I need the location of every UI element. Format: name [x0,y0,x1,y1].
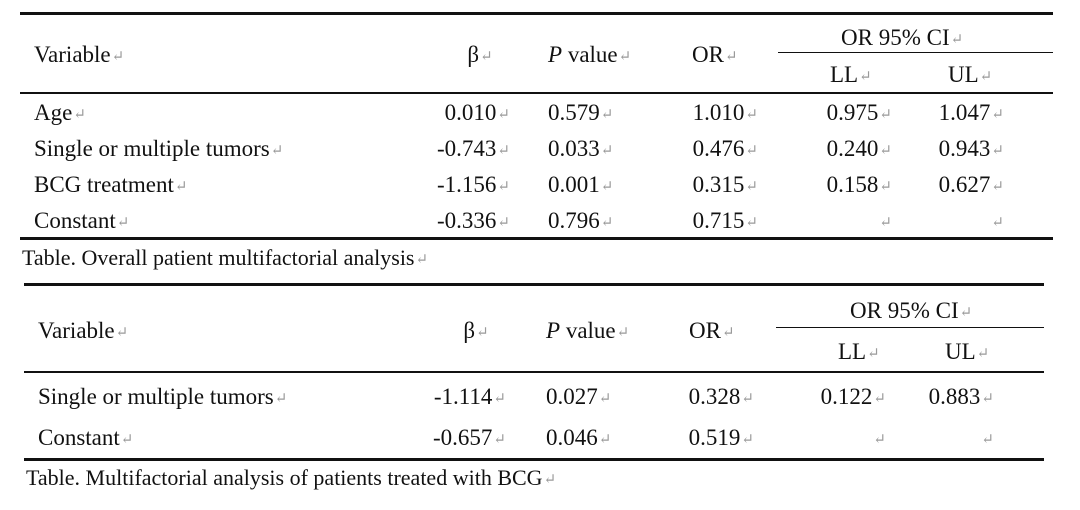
table-top-rule [24,283,1044,286]
table-row-or: 0.715↵ [692,208,758,233]
header-variable: Variable↵ [38,318,129,343]
table-row-variable: Single or multiple tumors↵ [38,384,288,409]
table-row-beta: -0.743↵ [437,136,510,161]
table-row-or: 0.519↵ [688,425,754,450]
header-or: OR↵ [689,318,735,343]
header-ll: LL↵ [830,62,872,87]
ci-subrule [778,52,1053,53]
table-caption: Table. Overall patient multifactorial an… [22,245,429,270]
table-row-variable: Constant↵ [34,208,130,233]
table-row-ll: ↵ [873,432,886,448]
table-row-variable: BCG treatment↵ [34,172,188,197]
ci-subrule [776,327,1044,328]
table-row-p: 0.046↵ [546,425,612,450]
table-top-rule [20,12,1053,15]
table-row-beta: -0.657↵ [433,425,506,450]
table-row-beta: -1.114↵ [433,384,506,409]
table-row-ll: 0.122↵ [820,384,886,409]
table-row-ll: 0.158↵ [826,172,892,197]
header-p-value: P value↵ [546,318,630,343]
table-row-beta: 0.010↵ [444,100,510,125]
table-row-ul: 0.943↵ [938,136,1004,161]
table-row-ll: ↵ [879,215,892,231]
table-row-ll: 0.240↵ [826,136,892,161]
table-row-or: 1.010↵ [692,100,758,125]
table-row-beta: -0.336↵ [437,208,510,233]
table-row-ul: ↵ [981,432,994,448]
table-row-ul: 0.883↵ [928,384,994,409]
table-row-variable: Single or multiple tumors↵ [34,136,284,161]
table-row-p: 0.033↵ [548,136,614,161]
table-bottom-rule [20,237,1053,240]
header-or: OR↵ [692,42,738,67]
header-beta: β↵ [463,318,489,343]
table-row-ul: 1.047↵ [938,100,1004,125]
header-bottom-rule [20,92,1053,94]
table-row-p: 0.796↵ [548,208,614,233]
table-row-ll: 0.975↵ [826,100,892,125]
header-ci: OR 95% CI↵ [850,298,973,323]
table-row-beta: -1.156↵ [437,172,510,197]
table-row-ul: 0.627↵ [938,172,1004,197]
table-row-p: 0.027↵ [546,384,612,409]
header-ul: UL↵ [945,339,990,364]
header-ul: UL↵ [948,62,993,87]
header-p-value: P value↵ [548,42,632,67]
header-beta: β↵ [467,42,493,67]
table-row-or: 0.476↵ [692,136,758,161]
header-variable: Variable↵ [34,42,125,67]
table-row-or: 0.328↵ [688,384,754,409]
table-row-ul: ↵ [991,215,1004,231]
table-row-p: 0.579↵ [548,100,614,125]
table-row-or: 0.315↵ [692,172,758,197]
table-row-variable: Constant↵ [38,425,134,450]
table-caption: Table. Multifactorial analysis of patien… [26,465,557,490]
header-bottom-rule [24,371,1044,373]
header-ci: OR 95% CI↵ [841,25,964,50]
table-row-variable: Age↵ [34,100,86,125]
table-row-p: 0.001↵ [548,172,614,197]
header-ll: LL↵ [838,339,880,364]
table-bottom-rule [24,458,1044,461]
